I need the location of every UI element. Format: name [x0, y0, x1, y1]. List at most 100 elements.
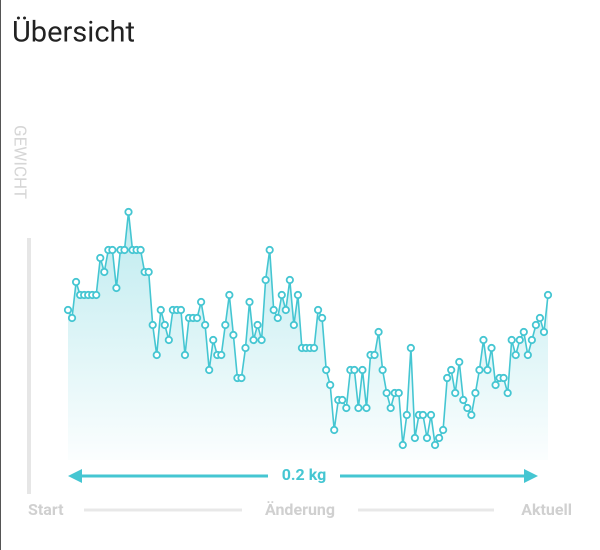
point — [467, 410, 476, 420]
point — [225, 290, 234, 300]
point — [535, 313, 545, 323]
point — [67, 313, 77, 323]
point — [100, 267, 109, 277]
point — [358, 365, 367, 375]
point — [322, 365, 331, 375]
point — [487, 343, 496, 353]
start-label: Start — [28, 500, 64, 519]
end-label: Aktuell — [521, 500, 572, 519]
point — [539, 327, 549, 337]
point — [439, 425, 448, 435]
point — [209, 335, 218, 345]
point — [418, 410, 428, 420]
point — [237, 373, 246, 383]
point — [511, 350, 520, 360]
point — [229, 330, 238, 340]
point — [402, 410, 411, 420]
arrow-head — [524, 469, 538, 483]
point — [92, 290, 101, 300]
point — [362, 403, 371, 413]
point — [293, 290, 303, 300]
point — [338, 395, 347, 405]
point — [201, 320, 210, 330]
point — [459, 395, 468, 405]
point — [176, 305, 186, 315]
point — [434, 433, 444, 443]
point — [543, 290, 553, 300]
point — [249, 335, 258, 345]
point — [124, 207, 133, 217]
y-label: GEWICHT — [10, 125, 30, 199]
point — [289, 320, 298, 330]
point — [503, 388, 512, 398]
point — [180, 350, 190, 360]
point — [350, 365, 359, 375]
point — [378, 365, 387, 375]
point — [318, 313, 327, 323]
point — [330, 425, 339, 435]
point — [491, 380, 500, 390]
point — [192, 313, 202, 323]
point — [221, 320, 230, 330]
point — [515, 335, 524, 345]
point — [108, 245, 117, 255]
point — [164, 335, 173, 345]
area — [68, 212, 548, 460]
point — [245, 297, 254, 307]
point — [430, 440, 440, 450]
point — [382, 388, 391, 398]
point — [160, 320, 169, 330]
point — [269, 305, 278, 315]
point — [374, 327, 383, 337]
point — [277, 290, 286, 300]
point — [455, 357, 464, 367]
point — [471, 388, 480, 398]
point — [519, 327, 528, 337]
change-label: 0.2 kg — [282, 465, 327, 484]
point — [273, 313, 282, 323]
point — [463, 403, 472, 413]
point — [261, 275, 270, 285]
point — [426, 410, 436, 420]
point — [475, 365, 484, 375]
point — [422, 433, 432, 443]
point — [148, 320, 157, 330]
point — [112, 283, 121, 293]
point — [257, 335, 266, 345]
point — [156, 305, 165, 315]
point — [96, 253, 105, 263]
point — [152, 350, 161, 360]
point — [447, 365, 456, 375]
point — [313, 305, 323, 315]
point — [507, 335, 516, 345]
point — [443, 373, 452, 383]
point — [285, 275, 294, 285]
point — [309, 343, 319, 353]
point — [136, 245, 145, 255]
point — [499, 373, 508, 383]
point — [205, 365, 214, 375]
point — [354, 403, 363, 413]
point — [479, 335, 488, 345]
point — [370, 350, 379, 360]
point — [120, 245, 129, 255]
point — [265, 245, 274, 255]
point — [523, 350, 532, 360]
point — [281, 305, 290, 315]
point — [386, 403, 395, 413]
point — [531, 320, 540, 330]
point — [326, 380, 335, 390]
point — [410, 433, 419, 443]
point — [483, 365, 492, 375]
point — [451, 388, 460, 398]
title: Übersicht — [12, 15, 135, 50]
arrow-head — [68, 469, 82, 483]
point — [406, 343, 415, 353]
point — [253, 320, 262, 330]
point — [241, 343, 250, 353]
middle-label: Änderung — [265, 500, 335, 519]
point — [144, 267, 153, 277]
point — [63, 305, 73, 315]
point — [398, 440, 407, 450]
